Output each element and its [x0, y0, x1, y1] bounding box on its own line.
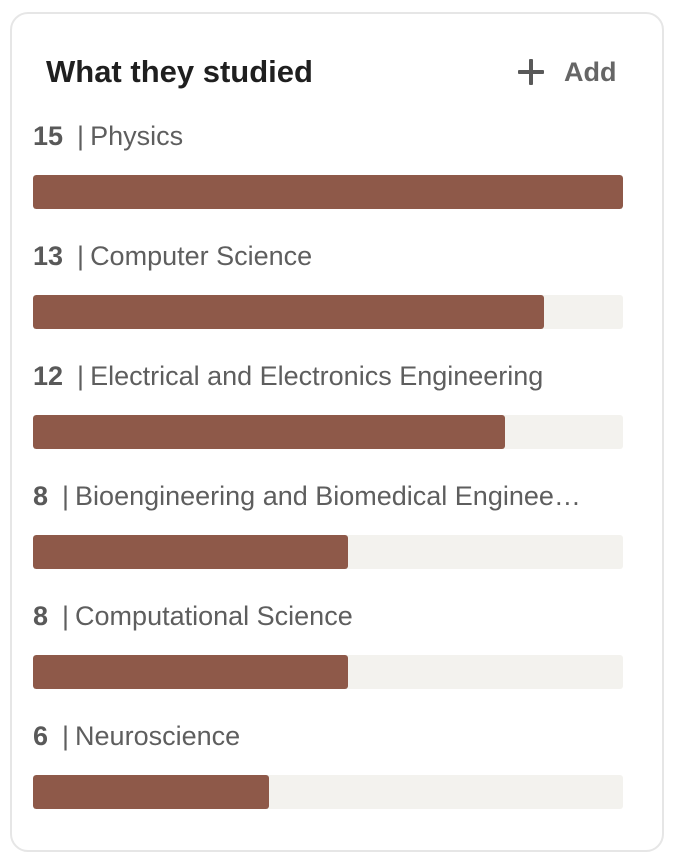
- item-name: Physics: [90, 121, 184, 151]
- item-count: 13: [33, 241, 64, 271]
- list-item[interactable]: 12 | Electrical and Electronics Engineerin…: [32, 356, 624, 476]
- bar-fill: [33, 655, 348, 689]
- item-label: 13 | Computer Science: [33, 241, 313, 271]
- item-name: Computational Science: [75, 601, 353, 631]
- bar-fill: [33, 175, 623, 209]
- item-name: Computer Science: [90, 241, 313, 271]
- item-count: 6: [33, 721, 49, 751]
- item-name: Electrical and Electronics Engineering: [90, 361, 544, 391]
- item-label: 12 | Electrical and Electronics Engineerin…: [33, 361, 544, 391]
- bar-fill: [33, 415, 505, 449]
- item-name: Neuroscience: [75, 721, 241, 751]
- bar-track: [33, 415, 623, 449]
- add-label: Add: [564, 57, 617, 87]
- bar-fill: [33, 295, 545, 329]
- item-count: 8: [33, 601, 49, 631]
- item-name: Bioengineering and Biomedical Enginee…: [75, 481, 581, 511]
- item-count: 15: [33, 121, 64, 151]
- bar-track: [33, 655, 623, 689]
- item-label: 15 | Physics: [33, 121, 184, 151]
- bar-track: [33, 775, 623, 809]
- list-item[interactable]: 6 | Neuroscience: [32, 716, 624, 836]
- card-title: What they studied: [46, 54, 313, 89]
- item-label: 8 | Bioengineering and Biomedical Enginee…: [33, 481, 581, 511]
- bar-track: [33, 535, 623, 569]
- plus-icon: [518, 59, 544, 85]
- item-label: 6 | Neuroscience: [33, 721, 241, 751]
- item-count: 12: [33, 361, 64, 391]
- item-count: 8: [33, 481, 49, 511]
- list-item[interactable]: 13 | Computer Science: [32, 236, 624, 356]
- list-item[interactable]: 8 | Bioengineering and Biomedical Enginee…: [32, 476, 624, 596]
- bar-fill: [33, 775, 269, 809]
- item-label: 8 | Computational Science: [33, 601, 353, 631]
- bar-track: [33, 175, 623, 209]
- bar-track: [33, 295, 623, 329]
- add-button[interactable]: Add: [518, 52, 616, 92]
- bar-fill: [33, 535, 348, 569]
- list-item[interactable]: 15 | Physics: [32, 116, 624, 236]
- fields-of-study-list: 15 | Physics 13 | Computer Science 12 | Electr…: [32, 116, 624, 836]
- list-item[interactable]: 8 | Computational Science: [32, 596, 624, 716]
